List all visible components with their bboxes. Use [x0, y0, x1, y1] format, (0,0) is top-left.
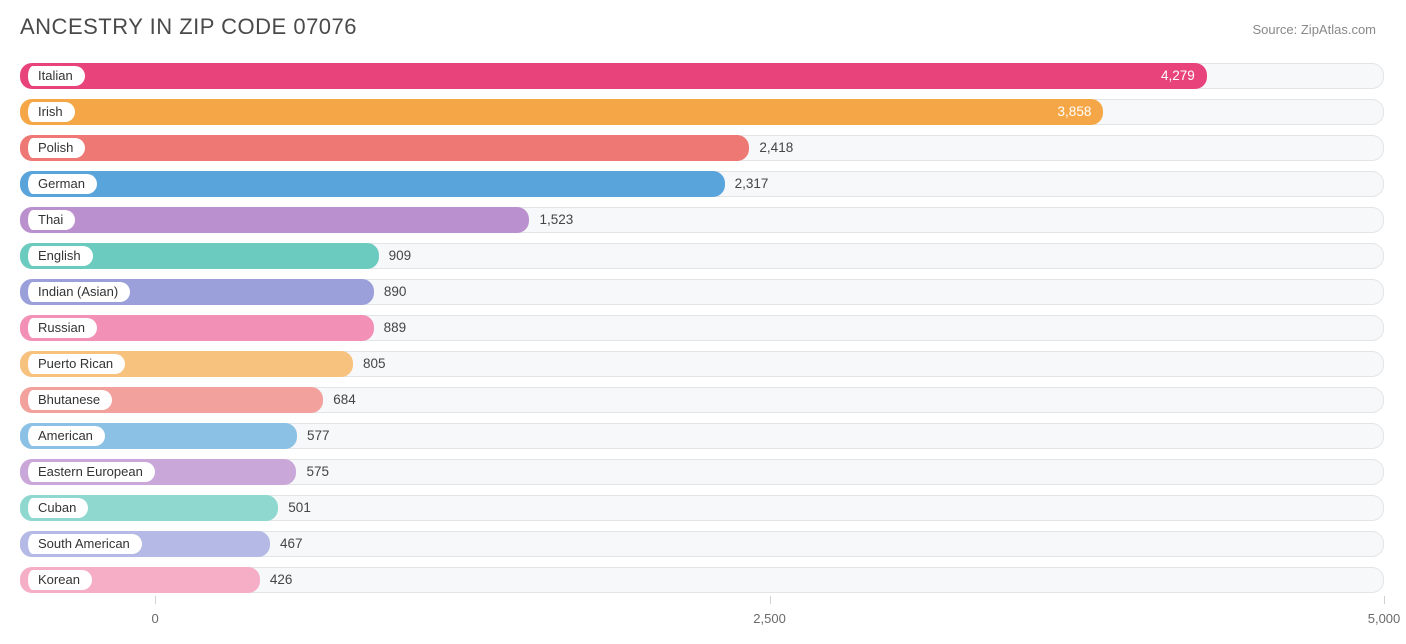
- bar-category-pill: Thai: [23, 210, 75, 230]
- bar-fill: [20, 135, 749, 161]
- bar-row: South American 467: [20, 526, 1384, 562]
- bar-value-label: 909: [389, 246, 412, 266]
- bar-row: American 577: [20, 418, 1384, 454]
- bar-row: Bhutanese 684: [20, 382, 1384, 418]
- bar-row: Irish 3,858: [20, 94, 1384, 130]
- bar-category-pill: Puerto Rican: [23, 354, 125, 374]
- bar-category-pill: Indian (Asian): [23, 282, 130, 302]
- bar-value-label: 684: [333, 390, 356, 410]
- axis-tick-label: 2,500: [753, 611, 786, 626]
- bar-value-label: 805: [363, 354, 386, 374]
- bar-fill: [20, 171, 725, 197]
- bar-category-pill: Italian: [23, 66, 85, 86]
- bar-category-pill: German: [23, 174, 97, 194]
- bar-category-pill: South American: [23, 534, 142, 554]
- bar-value-label: 890: [384, 282, 407, 302]
- bar-value-label: 2,317: [735, 174, 769, 194]
- bar-row: Puerto Rican 805: [20, 346, 1384, 382]
- bar-row: Indian (Asian) 890: [20, 274, 1384, 310]
- bar-row: Korean 426: [20, 562, 1384, 598]
- bar-value-label: 426: [270, 570, 293, 590]
- bar-row: Eastern European 575: [20, 454, 1384, 490]
- bar-value-label: 501: [288, 498, 311, 518]
- bar-category-pill: Polish: [23, 138, 85, 158]
- bar-row: English 909: [20, 238, 1384, 274]
- bar-row: German 2,317: [20, 166, 1384, 202]
- axis-tick: [1384, 596, 1385, 604]
- bar-value-label: 2,418: [759, 138, 793, 158]
- bar-row: Thai 1,523: [20, 202, 1384, 238]
- bar-row: Cuban 501: [20, 490, 1384, 526]
- bar-row: Polish 2,418: [20, 130, 1384, 166]
- bar-category-pill: American: [23, 426, 105, 446]
- bar-value-label: 577: [307, 426, 330, 446]
- bar-value-label: 4,279: [1161, 66, 1195, 86]
- bar-value-label: 889: [384, 318, 407, 338]
- chart-plot-area: Italian 4,279 Irish 3,858 Polish 2,418 German 2…: [20, 58, 1384, 600]
- bar-row: Russian 889: [20, 310, 1384, 346]
- bar-value-label: 1,523: [539, 210, 573, 230]
- bar-category-pill: English: [23, 246, 93, 266]
- axis-tick-label: 5,000: [1368, 611, 1401, 626]
- bar-row: Italian 4,279: [20, 58, 1384, 94]
- bar-category-pill: Irish: [23, 102, 75, 122]
- bar-value-label: 3,858: [1058, 102, 1092, 122]
- chart-title: ANCESTRY IN ZIP CODE 07076: [20, 14, 357, 40]
- axis-tick-label: 0: [152, 611, 159, 626]
- bar-category-pill: Russian: [23, 318, 97, 338]
- bar-value-label: 467: [280, 534, 303, 554]
- axis-tick: [155, 596, 156, 604]
- bar-fill: [20, 207, 529, 233]
- bar-fill: [20, 63, 1207, 89]
- bar-category-pill: Bhutanese: [23, 390, 112, 410]
- bar-fill: [20, 99, 1103, 125]
- bar-category-pill: Korean: [23, 570, 92, 590]
- bar-category-pill: Cuban: [23, 498, 88, 518]
- axis-tick: [770, 596, 771, 604]
- chart-source: Source: ZipAtlas.com: [1252, 22, 1376, 37]
- ancestry-chart: ANCESTRY IN ZIP CODE 07076 Source: ZipAt…: [0, 0, 1406, 644]
- chart-x-axis: 02,5005,000: [20, 604, 1384, 626]
- bar-value-label: 575: [306, 462, 329, 482]
- bar-category-pill: Eastern European: [23, 462, 155, 482]
